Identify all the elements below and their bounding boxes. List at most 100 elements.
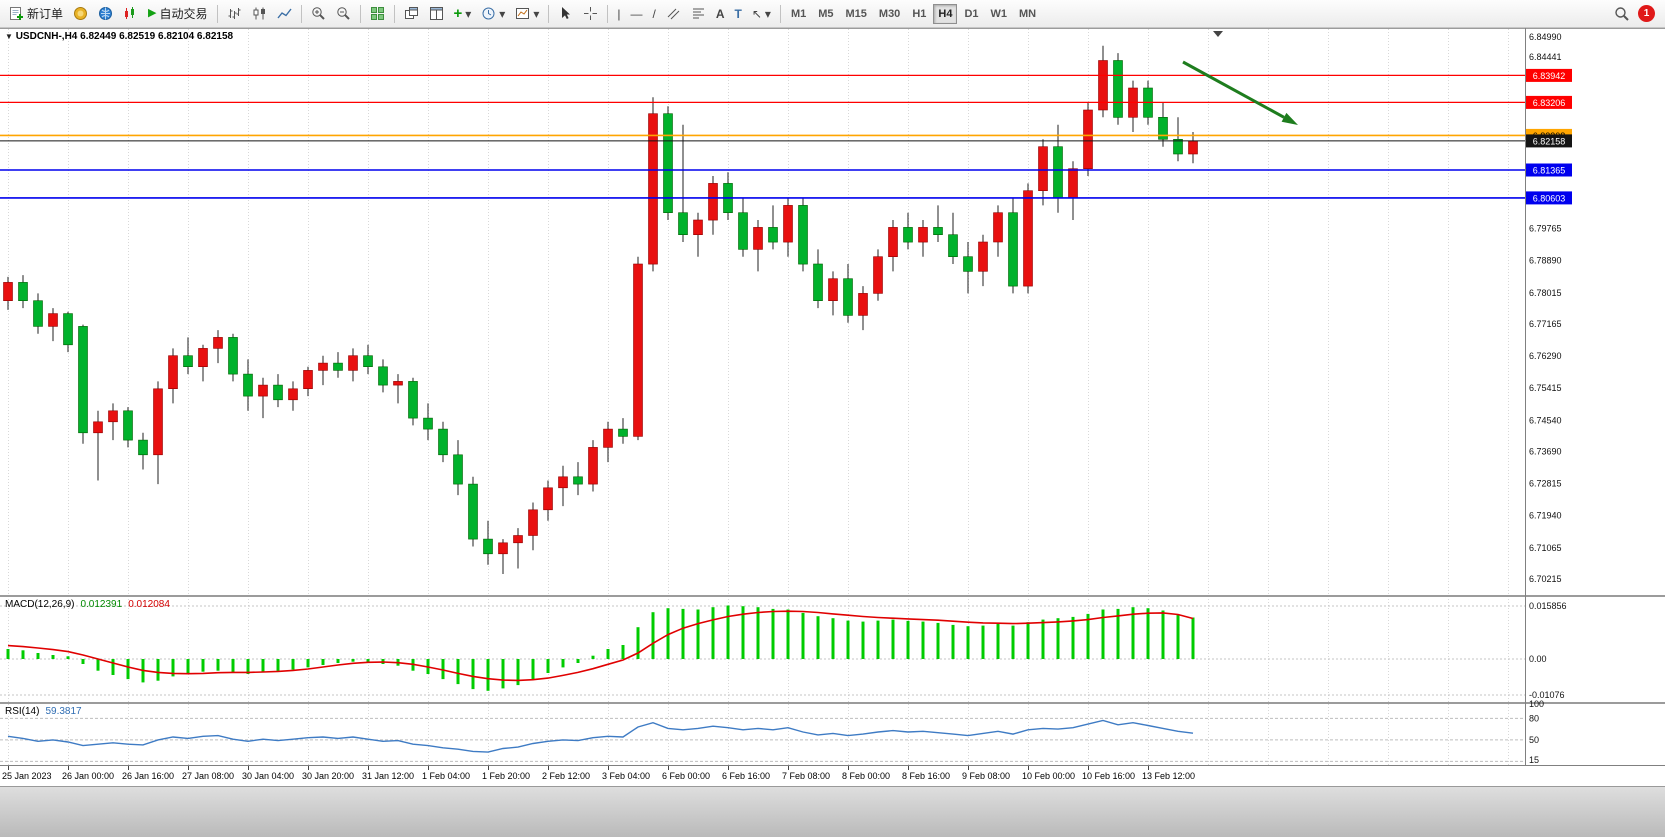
svg-text:8 Feb 16:00: 8 Feb 16:00 <box>902 771 950 781</box>
svg-text:6.79765: 6.79765 <box>1529 224 1562 234</box>
horizontal-line-tool-button[interactable]: — <box>625 3 647 25</box>
bar-chart-icon <box>228 8 240 19</box>
text-tool-icon: A <box>715 6 725 21</box>
notification-badge[interactable]: 1 <box>1638 5 1655 22</box>
template-button[interactable]: ▾ <box>510 3 544 25</box>
timeframe-d1[interactable]: D1 <box>959 4 983 24</box>
svg-text:15: 15 <box>1529 755 1539 765</box>
zoom-in-button[interactable] <box>306 3 331 25</box>
chart-canvas[interactable]: 6.84990 6.84441 6.79765 6.78890 6.78015 6.771… <box>0 28 1665 786</box>
market-watch-button[interactable] <box>68 3 93 25</box>
label-tool-icon: T <box>734 6 742 21</box>
horizontal-line-icon: — <box>630 6 643 21</box>
text-tool-button[interactable]: A <box>711 3 730 25</box>
clock-icon <box>482 7 495 20</box>
svg-text:31 Jan 12:00: 31 Jan 12:00 <box>362 771 414 781</box>
chart-collapse-icon[interactable]: ▼ <box>5 32 13 41</box>
timeframe-w1[interactable]: W1 <box>986 4 1013 24</box>
macd-signal-value: 0.012084 <box>128 599 170 610</box>
timeframe-h4[interactable]: H4 <box>933 3 958 24</box>
macd-axis: 0.015856 0.00 -0.01076 <box>1529 601 1567 700</box>
trend-arrow[interactable] <box>1182 60 1285 119</box>
trend-arrow-head[interactable] <box>1281 112 1298 125</box>
new-order-label: 新订单 <box>27 7 64 21</box>
candlestick-chart-button[interactable] <box>247 3 272 25</box>
panel-separator-rsi[interactable] <box>0 702 1665 704</box>
trendline-tool-button[interactable]: / <box>647 3 660 25</box>
svg-text:6.74540: 6.74540 <box>1529 415 1562 425</box>
cascade-windows-button[interactable] <box>399 3 424 25</box>
svg-text:6.84441: 6.84441 <box>1529 52 1562 62</box>
period-button[interactable]: ▾ <box>476 3 510 25</box>
svg-text:6.80603: 6.80603 <box>1533 193 1566 203</box>
cursor-arrow-icon <box>562 7 571 19</box>
crosshair-button[interactable] <box>578 3 603 25</box>
svg-text:10 Feb 00:00: 10 Feb 00:00 <box>1022 771 1075 781</box>
timeframe-m5[interactable]: M5 <box>813 4 838 24</box>
vertical-line-icon: | <box>617 6 621 21</box>
rsi-label: RSI(14) 59.3817 <box>5 706 82 717</box>
cascade-windows-icon <box>404 7 418 19</box>
svg-text:6.83942: 6.83942 <box>1533 71 1566 81</box>
tile-windows-button[interactable] <box>365 3 390 25</box>
svg-text:1 Feb 20:00: 1 Feb 20:00 <box>482 771 530 781</box>
timeframe-mn[interactable]: MN <box>1014 4 1041 24</box>
svg-text:25 Jan 2023: 25 Jan 2023 <box>2 771 52 781</box>
svg-text:26 Jan 00:00: 26 Jan 00:00 <box>62 771 114 781</box>
toolbar-separator <box>779 4 781 23</box>
new-order-button[interactable]: 新订单 <box>4 3 68 25</box>
new-order-icon <box>10 7 23 20</box>
auto-trading-label: 自动交易 <box>159 7 208 21</box>
vertical-line-tool-button[interactable]: | <box>612 3 625 25</box>
gold-coin-icon <box>74 7 88 20</box>
svg-text:13 Feb 12:00: 13 Feb 12:00 <box>1142 771 1195 781</box>
search-icon[interactable] <box>1614 6 1630 22</box>
symbol-ohlc-label: ▼ USDCNH-,H4 6.82449 6.82519 6.82104 6.8… <box>5 31 233 42</box>
channel-tool-button[interactable] <box>661 3 686 25</box>
svg-text:3 Feb 04:00: 3 Feb 04:00 <box>602 771 650 781</box>
auto-trading-button[interactable]: ▶ 自动交易 <box>143 3 212 25</box>
timeframe-m15[interactable]: M15 <box>841 4 872 24</box>
time-axis-border <box>0 765 1665 766</box>
toolbar-separator <box>607 4 609 23</box>
price-axis: 6.84990 6.84441 6.79765 6.78890 6.78015 6.771… <box>1529 32 1562 584</box>
macd-name: MACD(12,26,9) <box>5 599 75 610</box>
svg-text:2 Feb 12:00: 2 Feb 12:00 <box>542 771 590 781</box>
notification-count: 1 <box>1643 8 1650 19</box>
svg-text:0.00: 0.00 <box>1529 654 1547 664</box>
tile-vertical-button[interactable] <box>424 3 449 25</box>
chart-top-border <box>0 28 1665 29</box>
svg-text:26 Jan 16:00: 26 Jan 16:00 <box>122 771 174 781</box>
cursor-button[interactable] <box>553 3 578 25</box>
template-chart-icon <box>516 8 530 19</box>
svg-text:6.77165: 6.77165 <box>1529 319 1562 329</box>
chart-area[interactable]: 6.84990 6.84441 6.79765 6.78890 6.78015 6.771… <box>0 28 1665 786</box>
bar-chart-button[interactable] <box>222 3 247 25</box>
svg-text:6 Feb 00:00: 6 Feb 00:00 <box>662 771 710 781</box>
fibonacci-tool-button[interactable] <box>686 3 711 25</box>
market-button[interactable] <box>118 3 143 25</box>
play-icon: ▶ <box>148 7 157 19</box>
timeframe-m30[interactable]: M30 <box>874 4 905 24</box>
panel-separator-macd[interactable] <box>0 595 1665 597</box>
line-chart-button[interactable] <box>272 3 297 25</box>
svg-text:0.015856: 0.015856 <box>1529 601 1567 611</box>
trendline-icon: / <box>652 6 656 21</box>
zoom-out-button[interactable] <box>331 3 356 25</box>
toolbar-right-group: 1 <box>1614 5 1661 22</box>
chart-shift-marker[interactable] <box>1213 31 1223 37</box>
channel-icon <box>667 8 680 20</box>
arrows-tool-button[interactable]: ↖ ▾ <box>747 3 776 25</box>
crosshair-icon <box>584 7 598 20</box>
caret-down-icon: ▾ <box>533 6 540 21</box>
macd-label: MACD(12,26,9) 0.012391 0.012084 <box>5 599 170 610</box>
toolbar-separator <box>548 4 550 23</box>
timeframe-h1[interactable]: H1 <box>907 4 931 24</box>
label-tool-button[interactable]: T <box>730 3 747 25</box>
mql5-community-button[interactable] <box>93 3 118 25</box>
mini-candles-icon <box>125 7 135 19</box>
rsi-name: RSI(14) <box>5 706 40 717</box>
timeframe-m1[interactable]: M1 <box>786 4 811 24</box>
add-indicator-button[interactable]: + ▾ <box>449 3 477 25</box>
